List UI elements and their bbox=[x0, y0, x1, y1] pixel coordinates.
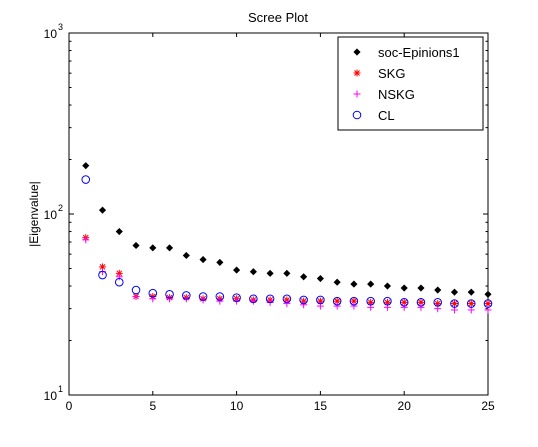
data-point bbox=[115, 227, 123, 236]
data-point bbox=[349, 296, 359, 306]
data-point bbox=[266, 269, 274, 277]
data-point bbox=[216, 258, 224, 267]
y-tick-label: 10 bbox=[44, 389, 58, 403]
data-point bbox=[466, 299, 476, 308]
y-tick-label: 10 bbox=[44, 208, 58, 222]
x-tick-label: 25 bbox=[481, 399, 495, 413]
data-point bbox=[216, 297, 224, 305]
data-point bbox=[450, 300, 458, 308]
data-point bbox=[132, 241, 140, 250]
data-point bbox=[82, 236, 90, 244]
data-point bbox=[82, 162, 90, 170]
data-point bbox=[434, 286, 442, 294]
data-point bbox=[367, 280, 375, 288]
data-point bbox=[450, 288, 459, 296]
legend-box bbox=[337, 36, 484, 131]
data-point bbox=[199, 256, 207, 264]
data-point bbox=[98, 270, 107, 280]
data-point bbox=[316, 274, 324, 283]
x-tick-label: 5 bbox=[149, 399, 156, 413]
chart-title: Scree Plot bbox=[248, 10, 308, 25]
data-point bbox=[300, 301, 308, 309]
data-point bbox=[467, 300, 475, 308]
data-point bbox=[484, 290, 492, 298]
data-point bbox=[198, 292, 208, 301]
data-point bbox=[417, 284, 425, 292]
series-soc-epinions1 bbox=[82, 162, 492, 298]
data-point bbox=[383, 282, 392, 290]
data-point bbox=[149, 244, 157, 252]
legend: soc-Epinions1 SKG NSKG CL bbox=[337, 36, 484, 131]
data-point bbox=[98, 206, 107, 214]
data-point bbox=[484, 300, 492, 308]
data-point bbox=[249, 294, 258, 304]
legend-marker bbox=[353, 69, 361, 77]
data-point bbox=[467, 288, 475, 296]
legend-label: SKG bbox=[378, 66, 405, 81]
x-axis-ticks: 0 5 10 15 20 25 bbox=[66, 33, 495, 413]
data-point bbox=[149, 295, 157, 303]
data-point bbox=[165, 290, 174, 299]
data-point bbox=[233, 266, 241, 274]
x-tick-label: 10 bbox=[230, 399, 244, 413]
x-tick-label: 20 bbox=[398, 399, 412, 413]
data-point bbox=[232, 293, 241, 302]
data-point bbox=[417, 303, 425, 311]
y-tick-exponent: 2 bbox=[58, 203, 63, 213]
data-point bbox=[283, 300, 291, 308]
data-point bbox=[282, 294, 292, 304]
y-tick-exponent: 3 bbox=[58, 22, 63, 32]
data-point bbox=[399, 298, 409, 307]
x-tick-label: 15 bbox=[314, 399, 328, 413]
legend-marker bbox=[353, 90, 361, 98]
data-point bbox=[131, 285, 141, 295]
data-point bbox=[182, 251, 190, 260]
y-tick-label: 10 bbox=[44, 27, 58, 41]
legend-label: NSKG bbox=[378, 87, 415, 102]
data-point bbox=[114, 277, 124, 287]
data-point bbox=[299, 295, 308, 305]
data-point bbox=[350, 302, 358, 310]
data-point bbox=[483, 299, 493, 308]
data-point bbox=[333, 278, 341, 286]
data-point bbox=[350, 280, 358, 288]
data-point bbox=[383, 296, 392, 306]
data-point bbox=[148, 288, 158, 298]
data-point bbox=[166, 295, 174, 303]
data-point bbox=[383, 298, 391, 306]
data-point bbox=[115, 273, 123, 281]
data-point bbox=[300, 273, 308, 281]
data-point bbox=[215, 292, 225, 301]
y-tick-exponent: 1 bbox=[58, 384, 63, 394]
x-tick-label: 0 bbox=[66, 399, 73, 413]
series-skg bbox=[82, 234, 492, 308]
data-point bbox=[450, 299, 459, 308]
data-markers bbox=[81, 162, 493, 314]
legend-label: CL bbox=[378, 108, 395, 123]
data-point bbox=[400, 303, 408, 311]
data-point bbox=[182, 291, 191, 300]
data-point bbox=[81, 175, 91, 184]
data-point bbox=[332, 296, 342, 306]
data-point bbox=[165, 244, 174, 252]
legend-label: soc-Epinions1 bbox=[378, 45, 460, 60]
data-point bbox=[416, 298, 426, 307]
data-point bbox=[433, 298, 443, 307]
data-point bbox=[400, 284, 408, 292]
y-axis-label: |Eigenvalue| bbox=[27, 181, 41, 247]
data-point bbox=[283, 269, 291, 277]
legend-marker bbox=[353, 48, 361, 56]
data-point bbox=[249, 297, 257, 305]
data-point bbox=[333, 302, 341, 310]
legend-marker bbox=[352, 110, 362, 120]
data-point bbox=[366, 296, 375, 306]
series-cl bbox=[81, 175, 493, 308]
data-point bbox=[265, 294, 275, 304]
data-point bbox=[316, 295, 325, 305]
data-point bbox=[249, 268, 257, 276]
